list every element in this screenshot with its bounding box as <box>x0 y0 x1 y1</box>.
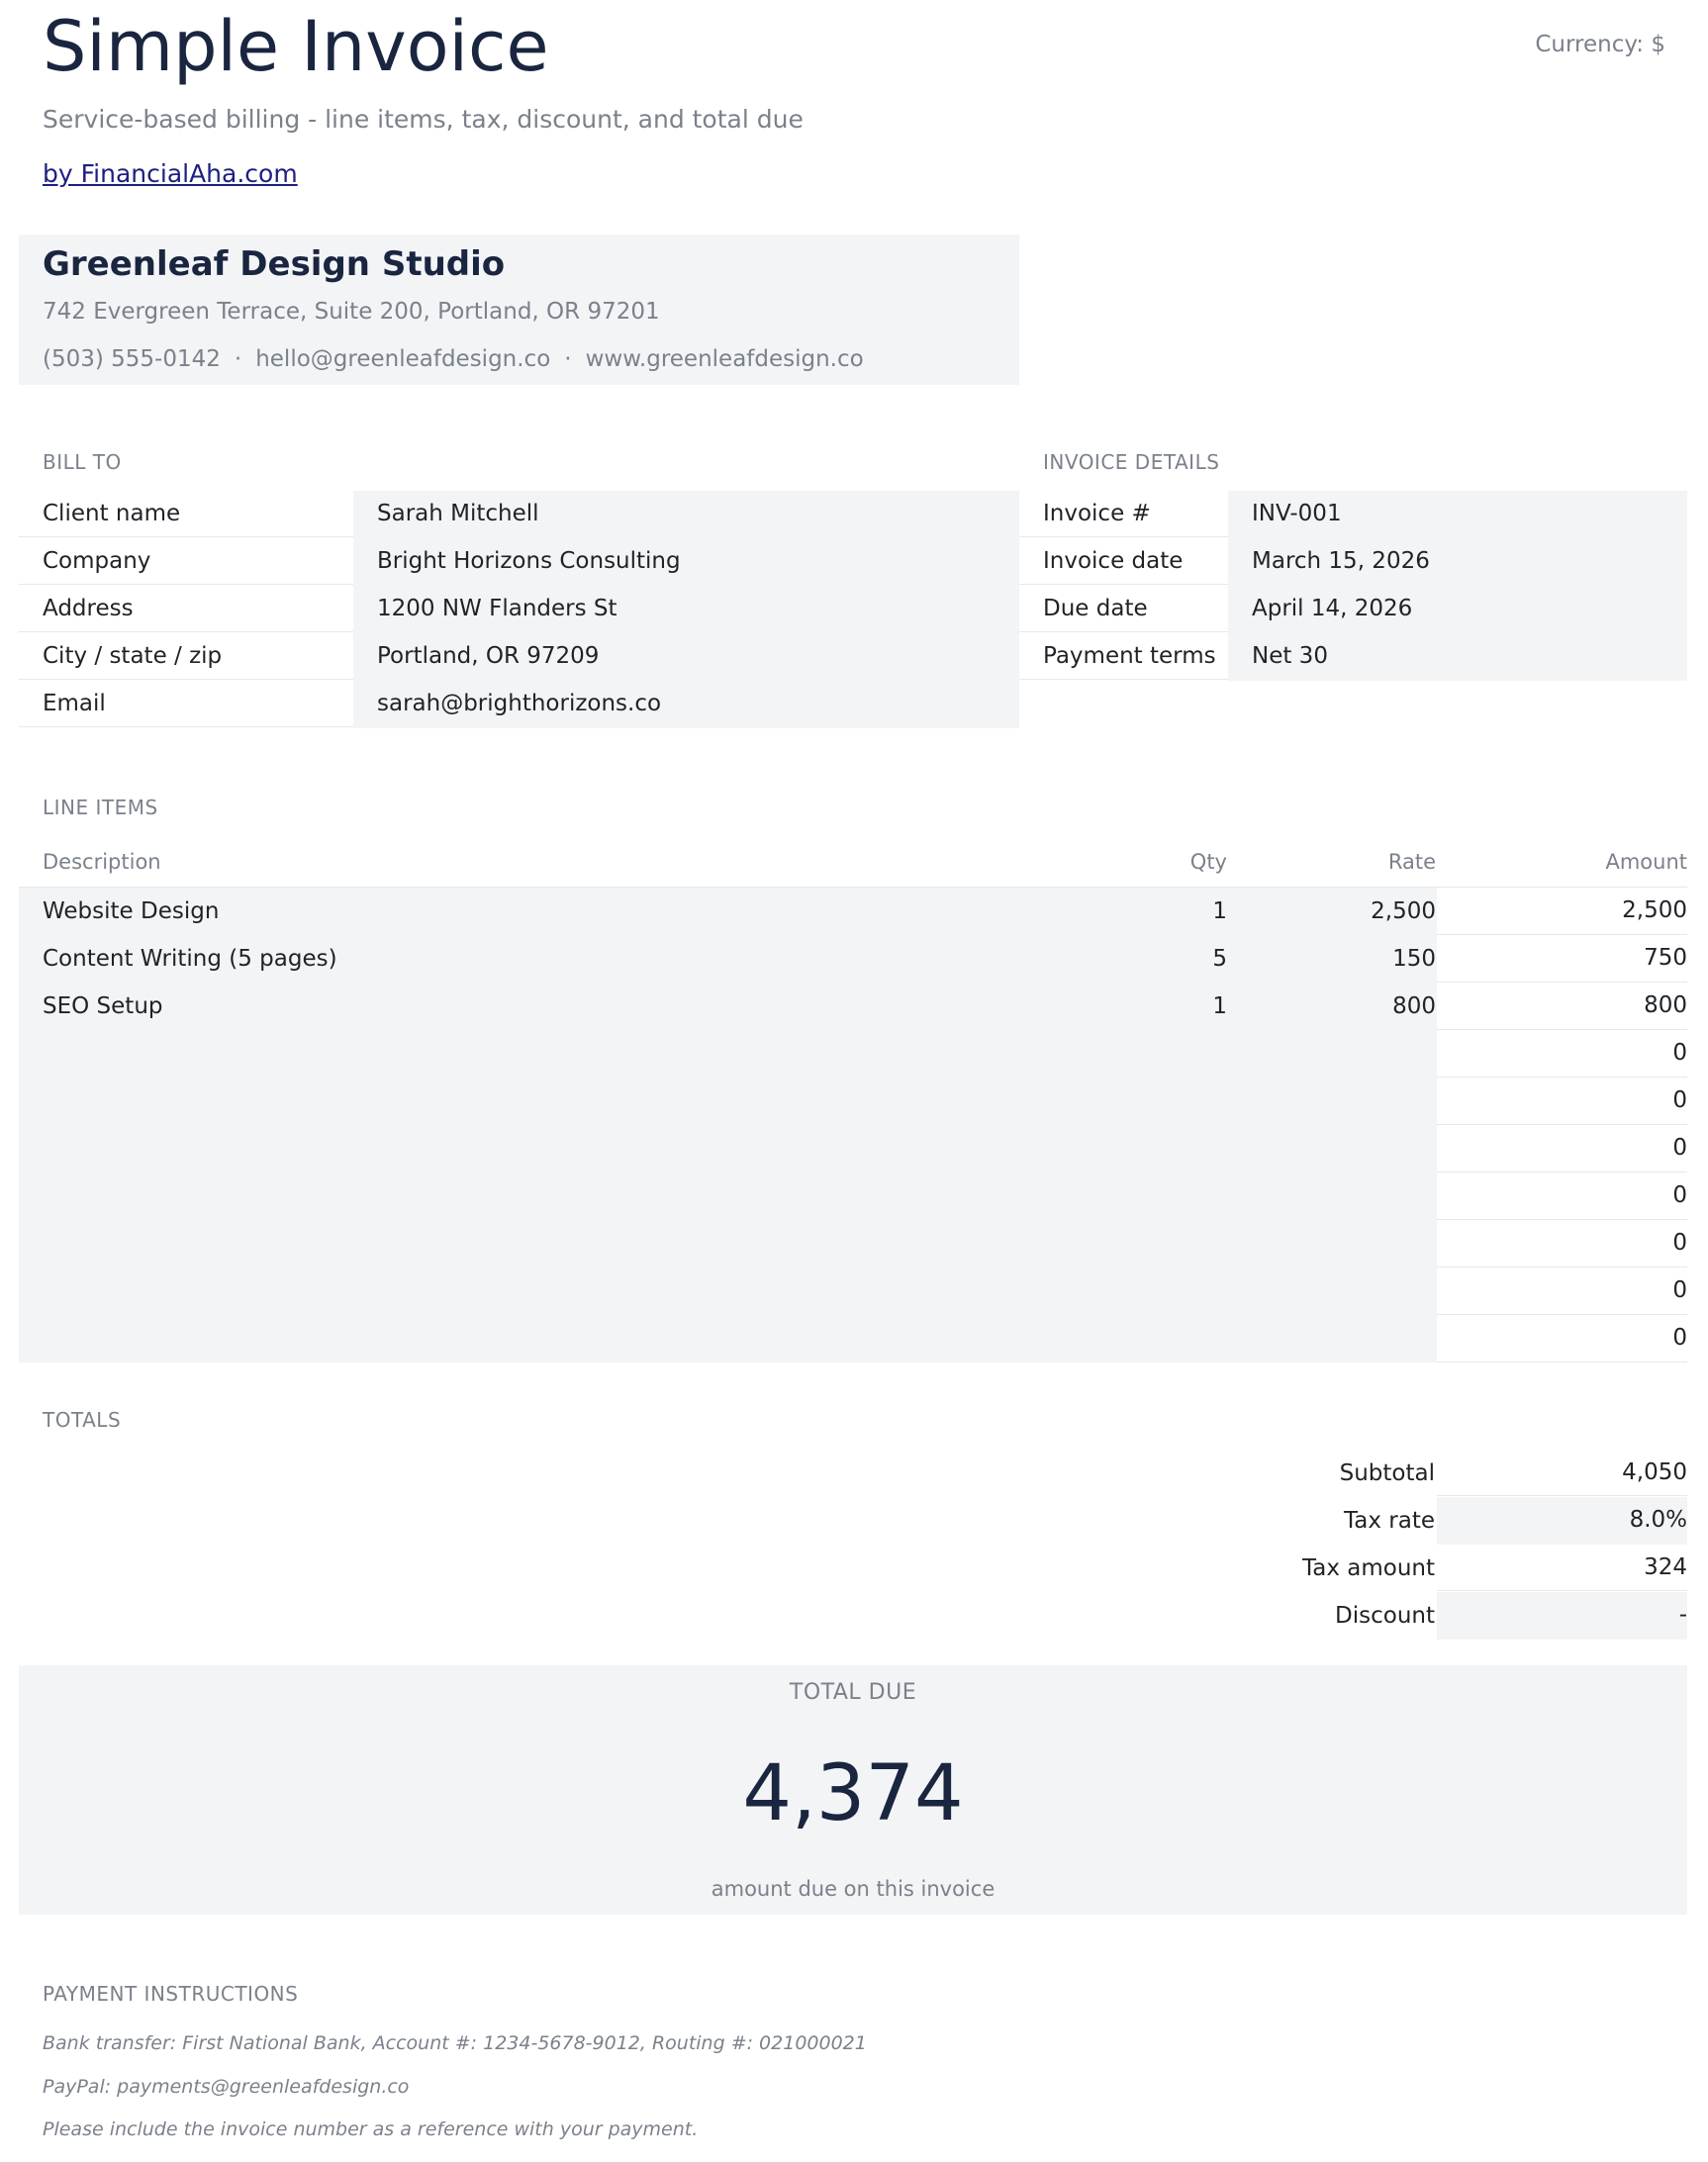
invoice-details-label: Due date <box>1019 586 1228 632</box>
contact-separator: · <box>564 346 572 372</box>
item-rate[interactable]: 2,500 <box>1371 898 1436 924</box>
payment-instruction-line: Bank transfer: First National Bank, Acco… <box>43 2032 867 2054</box>
item-rate[interactable] <box>1286 1078 1436 1125</box>
bill-to-heading: BILL TO <box>43 450 122 474</box>
tax-rate-row: Tax rate 8.0% <box>0 1497 1708 1545</box>
client-name-field[interactable]: Sarah Mitchell <box>353 491 1019 538</box>
tax-rate-label: Tax rate <box>1344 1508 1435 1534</box>
item-qty[interactable]: 1 <box>1212 993 1227 1019</box>
item-amount: 0 <box>1437 1220 1687 1268</box>
item-amount: 0 <box>1437 1030 1687 1078</box>
total-due-caption: amount due on this invoice <box>711 1877 996 1901</box>
total-due-panel: TOTAL DUE 4,374 amount due on this invoi… <box>19 1665 1687 1915</box>
tax-amount-value: 324 <box>1437 1545 1687 1591</box>
item-description[interactable]: Content Writing (5 pages) <box>43 946 337 972</box>
col-rate-header: Rate <box>1387 850 1436 874</box>
item-amount: 0 <box>1437 1268 1687 1315</box>
line-items-input-area <box>19 888 1437 1363</box>
item-description[interactable]: Website Design <box>43 898 220 924</box>
item-qty[interactable]: 5 <box>1212 946 1227 972</box>
bill-to-label: Email <box>19 681 353 727</box>
payment-terms-field[interactable]: Net 30 <box>1228 633 1687 681</box>
invoice-date-field[interactable]: March 15, 2026 <box>1228 538 1687 586</box>
company-address: 742 Evergreen Terrace, Suite 200, Portla… <box>43 299 660 325</box>
item-rate[interactable] <box>1286 1220 1436 1268</box>
bill-to-label: Client name <box>19 491 353 537</box>
invoice-details-label: Invoice date <box>1019 538 1228 585</box>
item-qty[interactable] <box>1128 1078 1227 1125</box>
bill-to-label: Company <box>19 538 353 585</box>
total-due-label: TOTAL DUE <box>789 1680 917 1705</box>
item-amount: 0 <box>1437 1125 1687 1173</box>
item-rate[interactable] <box>1286 1268 1436 1315</box>
tax-amount-row: Tax amount 324 <box>0 1545 1708 1592</box>
company-website: www.greenleafdesign.co <box>585 346 864 372</box>
item-rate[interactable]: 150 <box>1392 946 1436 972</box>
currency-indicator: Currency: $ <box>1535 32 1665 57</box>
item-amount: 800 <box>1437 983 1687 1030</box>
invoice-number-field[interactable]: INV-001 <box>1228 491 1687 538</box>
address-field[interactable]: 1200 NW Flanders St <box>353 586 1019 633</box>
payment-instruction-line: Please include the invoice number as a r… <box>43 2118 699 2140</box>
city-state-zip-field[interactable]: Portland, OR 97209 <box>353 633 1019 681</box>
item-rate[interactable] <box>1286 1030 1436 1078</box>
company-field[interactable]: Bright Horizons Consulting <box>353 538 1019 586</box>
discount-row: Discount - <box>0 1592 1708 1640</box>
totals-heading: TOTALS <box>43 1408 122 1432</box>
invoice-details-label: Invoice # <box>1019 491 1228 537</box>
item-qty[interactable] <box>1128 1315 1227 1363</box>
item-qty[interactable] <box>1128 1173 1227 1220</box>
col-description-header: Description <box>43 850 161 874</box>
page-title: Simple Invoice <box>43 6 549 87</box>
bill-to-label: City / state / zip <box>19 633 353 680</box>
company-card: Greenleaf Design Studio 742 Evergreen Te… <box>19 235 1019 385</box>
due-date-field[interactable]: April 14, 2026 <box>1228 586 1687 633</box>
item-rate[interactable]: 800 <box>1392 993 1436 1019</box>
total-due-amount: 4,374 <box>742 1749 964 1838</box>
totals-table: Subtotal 4,050 Tax rate 8.0% Tax amount … <box>0 1450 1708 1640</box>
item-qty[interactable]: 1 <box>1212 898 1227 924</box>
company-email: hello@greenleafdesign.co <box>255 346 551 372</box>
item-description[interactable]: SEO Setup <box>43 993 163 1019</box>
item-qty[interactable] <box>1128 1125 1227 1173</box>
item-amount: 0 <box>1437 1173 1687 1220</box>
item-qty[interactable] <box>1128 1030 1227 1078</box>
financialaha-link[interactable]: by FinancialAha.com <box>43 159 298 188</box>
subtotal-label: Subtotal <box>1339 1460 1435 1486</box>
company-name: Greenleaf Design Studio <box>43 244 506 284</box>
tax-rate-field[interactable]: 8.0% <box>1437 1497 1687 1545</box>
email-field[interactable]: sarah@brighthorizons.co <box>353 681 1019 728</box>
page-subtitle: Service-based billing - line items, tax,… <box>43 105 804 134</box>
discount-label: Discount <box>1335 1603 1435 1629</box>
payment-instruction-line: PayPal: payments@greenleafdesign.co <box>43 2076 410 2098</box>
item-amount: 0 <box>1437 1078 1687 1125</box>
company-contact: (503) 555-0142 · hello@greenleafdesign.co ·… <box>43 346 864 372</box>
line-items-table: Website Design 1 2,500 2,500 Content Wri… <box>19 888 1687 1363</box>
header-divider <box>19 887 1687 888</box>
subtotal-row: Subtotal 4,050 <box>0 1450 1708 1497</box>
company-phone: (503) 555-0142 <box>43 346 221 372</box>
line-items-heading: LINE ITEMS <box>43 796 158 819</box>
item-rate[interactable] <box>1286 1125 1436 1173</box>
item-amount: 0 <box>1437 1315 1687 1363</box>
bill-to-label: Address <box>19 586 353 632</box>
item-qty[interactable] <box>1128 1220 1227 1268</box>
item-amount: 2,500 <box>1437 888 1687 935</box>
item-amount: 750 <box>1437 935 1687 983</box>
item-rate[interactable] <box>1286 1173 1436 1220</box>
subtotal-value: 4,050 <box>1437 1450 1687 1496</box>
tax-amount-label: Tax amount <box>1301 1555 1435 1581</box>
item-qty[interactable] <box>1128 1268 1227 1315</box>
item-rate[interactable] <box>1286 1315 1436 1363</box>
invoice-details-label: Payment terms <box>1019 633 1228 680</box>
col-amount-header: Amount <box>1605 850 1687 874</box>
discount-field[interactable]: - <box>1437 1592 1687 1640</box>
contact-separator: · <box>234 346 242 372</box>
payment-instructions-heading: PAYMENT INSTRUCTIONS <box>43 1982 299 2006</box>
invoice-details-heading: INVOICE DETAILS <box>1043 450 1220 474</box>
col-qty-header: Qty <box>1189 850 1227 874</box>
